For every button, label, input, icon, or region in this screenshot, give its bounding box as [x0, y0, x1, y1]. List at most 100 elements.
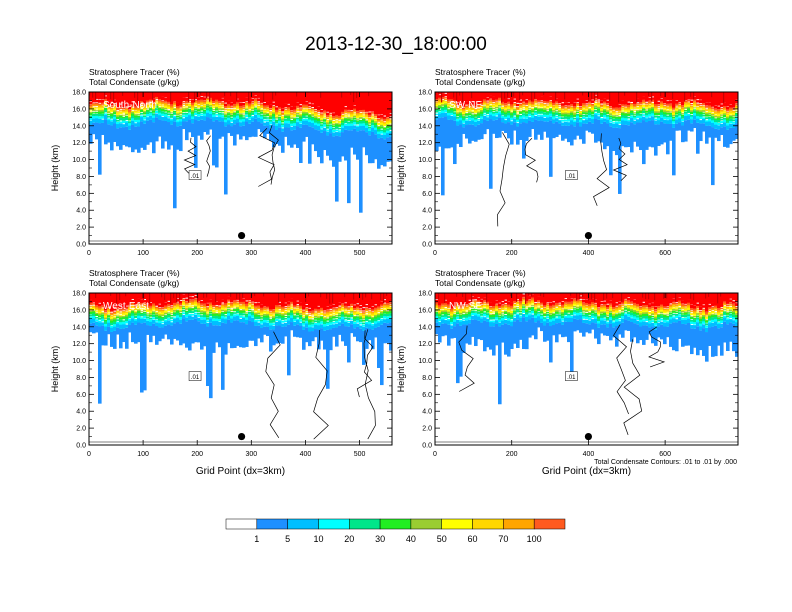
panel-label: South-North	[103, 100, 157, 111]
y-tick-label: 12.0	[418, 140, 432, 147]
y-tick-label: 16.0	[418, 307, 432, 314]
y-tick-label: 0.0	[422, 443, 432, 450]
colorbar-label: 5	[285, 534, 290, 544]
y-axis-label: Height (km)	[50, 145, 60, 192]
colorbar-box	[472, 518, 504, 530]
y-tick-label: 14.0	[418, 123, 432, 130]
y-tick-label: 10.0	[72, 157, 86, 164]
y-tick-label: 2.0	[76, 426, 86, 433]
colorbar-label: 20	[344, 534, 354, 544]
y-tick-label: 10.0	[418, 157, 432, 164]
y-tick-label: 4.0	[76, 208, 86, 215]
colorbar-label: 50	[437, 534, 447, 544]
contour-footnote: Total Condensate Contours: .01 to .01 by…	[594, 459, 737, 466]
y-tick-label: 6.0	[76, 191, 86, 198]
location-marker	[237, 432, 246, 441]
y-tick-label: 18.0	[418, 90, 432, 97]
panels: .01 South-North 0.0 2.0 4.0 6.0 8.0 10.0 12.0 14.…	[50, 67, 739, 477]
colorbar-box	[379, 518, 412, 530]
contour-label: .01	[567, 174, 576, 180]
y-tick-label: 16.0	[418, 106, 432, 113]
x-tick-label: 500	[354, 451, 366, 458]
condensate-contours	[435, 132, 738, 242]
y-tick-label: 12.0	[418, 341, 432, 348]
y-tick-label: 16.0	[72, 307, 86, 314]
colorbar-box	[318, 518, 350, 530]
colorbar-box	[349, 518, 381, 530]
x-tick-label: 0	[87, 451, 91, 458]
y-tick-label: 8.0	[76, 375, 86, 382]
y-tick-label: 14.0	[72, 324, 86, 331]
y-tick-label: 0.0	[76, 242, 86, 249]
panel-south-north: .01 South-North 0.0 2.0 4.0 6.0 8.0 10.0 12.0 14.…	[50, 67, 393, 257]
y-tick-label: 2.0	[422, 426, 432, 433]
y-tick-label: 10.0	[72, 358, 86, 365]
y-tick-label: 8.0	[76, 174, 86, 181]
panel-header-tracer: Stratosphere Tracer (%)	[435, 268, 526, 278]
y-tick-label: 14.0	[418, 324, 432, 331]
x-tick-label: 200	[191, 451, 203, 458]
colorbar-box	[533, 518, 566, 530]
y-tick-label: 18.0	[72, 291, 86, 298]
panel-header-tracer: Stratosphere Tracer (%)	[435, 67, 526, 77]
colorbar-label: 10	[313, 534, 323, 544]
x-tick-label: 0	[87, 250, 91, 257]
contour-label: .01	[567, 375, 576, 381]
panel-header-condensate: Total Condensate (g/kg)	[89, 278, 179, 288]
panel-header-condensate: Total Condensate (g/kg)	[435, 77, 525, 87]
x-tick-label: 400	[300, 451, 312, 458]
x-tick-label: 200	[506, 250, 518, 257]
colorbar-label: 70	[498, 534, 508, 544]
main-title: 2013-12-30_18:00:00	[305, 34, 487, 55]
y-tick-label: 0.0	[422, 242, 432, 249]
colorbar-label: 60	[468, 534, 478, 544]
x-tick-label: 500	[354, 250, 366, 257]
location-marker	[237, 231, 246, 240]
colorbar-box	[503, 518, 535, 530]
x-tick-label: 300	[245, 250, 257, 257]
y-tick-label: 12.0	[72, 341, 86, 348]
location-marker	[584, 432, 593, 441]
y-axis-label: Height (km)	[396, 145, 406, 192]
x-tick-label: 100	[137, 250, 149, 257]
location-marker	[584, 231, 593, 240]
x-tick-label: 200	[506, 451, 518, 458]
colorbar-box	[256, 518, 288, 530]
tracer-field	[435, 92, 738, 196]
y-tick-label: 10.0	[418, 358, 432, 365]
panel-west-east: .01 West-East 0.0 2.0 4.0 6.0 8.0 10.0 12.0 14.0 1…	[50, 268, 393, 477]
y-tick-label: 8.0	[422, 174, 432, 181]
condensate-contours	[435, 324, 738, 443]
condensate-contours	[89, 125, 392, 242]
x-tick-label: 400	[583, 451, 595, 458]
y-tick-label: 14.0	[72, 123, 86, 130]
colorbar-label: 100	[527, 534, 542, 544]
x-tick-label: 300	[245, 451, 257, 458]
y-tick-label: 8.0	[422, 375, 432, 382]
y-tick-label: 18.0	[418, 291, 432, 298]
panel-label: NW-SE	[449, 301, 482, 312]
y-tick-label: 6.0	[422, 392, 432, 399]
tracer-field	[89, 293, 392, 404]
panel-header-tracer: Stratosphere Tracer (%)	[89, 268, 180, 278]
panel-header-condensate: Total Condensate (g/kg)	[435, 278, 525, 288]
colorbar-box	[225, 518, 258, 530]
colorbar-box	[410, 518, 442, 530]
y-tick-label: 4.0	[422, 208, 432, 215]
panel-header-condensate: Total Condensate (g/kg)	[89, 77, 179, 87]
panel-sw-ne: .01 SW-NE 0.0 2.0 4.0 6.0 8.0 10.0 12.0 14.0 16.0 1…	[396, 67, 739, 257]
contour-label: .01	[191, 375, 200, 381]
y-tick-label: 18.0	[72, 90, 86, 97]
panel-label: West-East	[103, 301, 149, 312]
y-tick-label: 6.0	[76, 392, 86, 399]
x-tick-label: 400	[583, 250, 595, 257]
y-axis-label: Height (km)	[396, 346, 406, 393]
x-axis-label: Grid Point (dx=3km)	[196, 466, 285, 477]
colorbar-label: 30	[375, 534, 385, 544]
tracer-field	[435, 293, 738, 405]
x-tick-label: 0	[433, 250, 437, 257]
x-tick-label: 0	[433, 451, 437, 458]
x-tick-label: 600	[659, 451, 671, 458]
y-tick-label: 4.0	[422, 409, 432, 416]
